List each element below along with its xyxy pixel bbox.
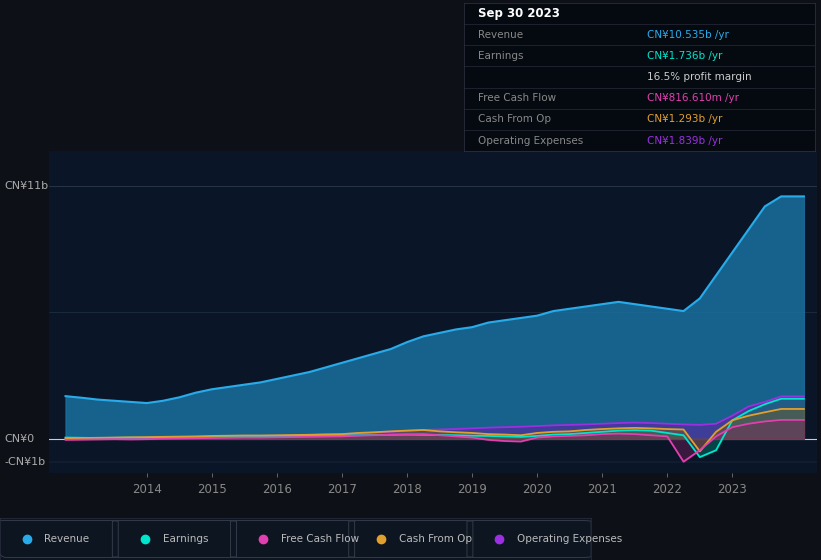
Text: -CN¥1b: -CN¥1b xyxy=(4,457,45,466)
Text: Cash From Op: Cash From Op xyxy=(478,114,551,124)
Text: CN¥816.610m /yr: CN¥816.610m /yr xyxy=(647,93,739,103)
Text: Free Cash Flow: Free Cash Flow xyxy=(478,93,556,103)
Text: Free Cash Flow: Free Cash Flow xyxy=(281,534,359,544)
Text: CN¥0: CN¥0 xyxy=(4,433,34,444)
Text: Revenue: Revenue xyxy=(478,30,523,40)
Text: Earnings: Earnings xyxy=(163,534,208,544)
Text: CN¥1.293b /yr: CN¥1.293b /yr xyxy=(647,114,722,124)
Text: 16.5% profit margin: 16.5% profit margin xyxy=(647,72,751,82)
Text: Cash From Op: Cash From Op xyxy=(399,534,472,544)
Text: CN¥1.839b /yr: CN¥1.839b /yr xyxy=(647,136,722,146)
Text: Operating Expenses: Operating Expenses xyxy=(517,534,622,544)
Text: CN¥1.736b /yr: CN¥1.736b /yr xyxy=(647,51,722,61)
Text: CN¥11b: CN¥11b xyxy=(4,181,48,191)
Text: Operating Expenses: Operating Expenses xyxy=(478,136,583,146)
Text: Earnings: Earnings xyxy=(478,51,524,61)
Text: Revenue: Revenue xyxy=(44,534,89,544)
Text: Sep 30 2023: Sep 30 2023 xyxy=(478,7,560,20)
Text: CN¥10.535b /yr: CN¥10.535b /yr xyxy=(647,30,728,40)
